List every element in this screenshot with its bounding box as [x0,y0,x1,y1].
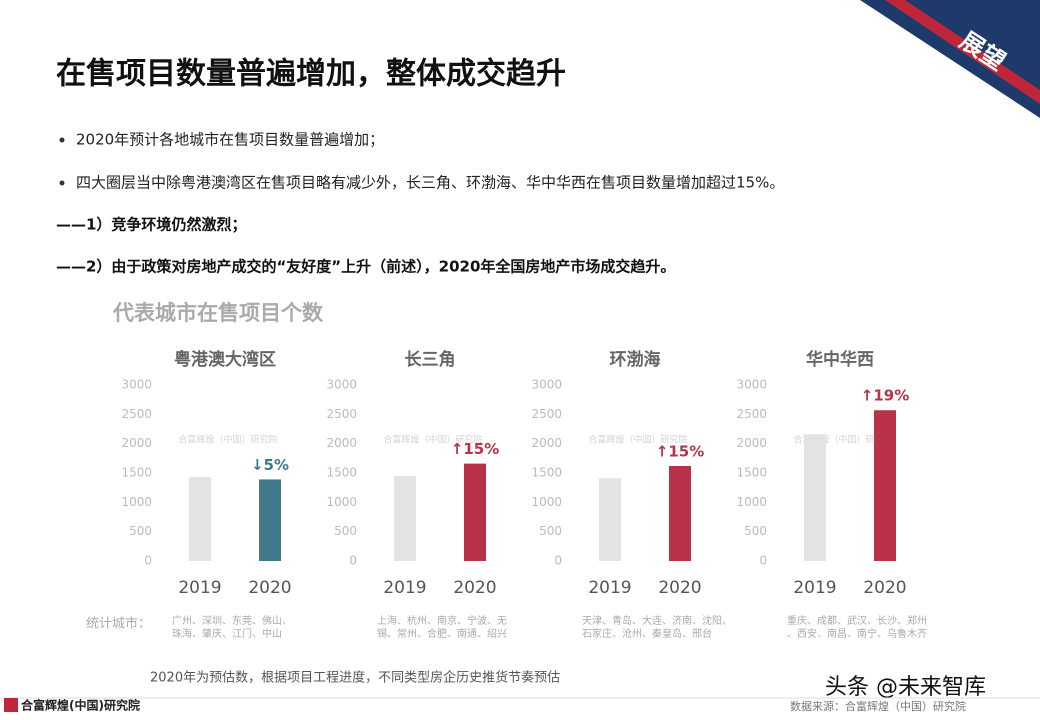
chart-title: 华中华西 [806,349,874,370]
annotation: ↓5% [251,456,289,474]
x-tick-label: 2020 [248,578,291,598]
y-tick-label: 0 [759,554,767,568]
chart-watermark: 合富辉煌（中国）研究院 [383,434,482,446]
chart-title: 环渤海 [610,349,661,370]
x-tick-label: 2019 [588,578,631,598]
cities: 锡、常州、合肥、南通、绍兴 [377,627,507,640]
chart-watermark: 合富辉煌（中国）研究院 [588,434,687,446]
annotation: ↑15% [656,442,704,460]
chart-title: 粤港澳大湾区 [174,349,276,370]
y-tick-label: 500 [539,524,562,538]
bar [259,479,281,561]
y-tick-label: 0 [349,554,357,568]
bar [599,478,621,561]
bullet: 四大圈层当中除粤港澳湾区在售项目略有减少外，长三角、环渤海、华中华西在售项目数量… [76,174,784,192]
bar [669,465,691,561]
point: ——2）由于政策对房地产成交的“友好度”上升（前述），2020年全国房地产市场成… [56,258,675,276]
y-tick-label: 1500 [531,466,562,480]
y-tick-label: 2500 [121,407,152,421]
section-title: 代表城市在售项目个数 [112,301,324,325]
bullet: 2020年预计各地城市在售项目数量普遍增加； [76,131,384,149]
logo-icon [4,698,18,712]
y-tick-label: 2000 [121,436,152,450]
y-tick-label: 3000 [531,378,562,392]
cities-label: 统计城市： [86,616,151,632]
x-tick-label: 2020 [658,578,701,598]
y-tick-label: 1500 [736,466,767,480]
y-tick-label: 3000 [121,378,152,392]
cities: 珠海、肇庆、江门、中山 [172,627,282,640]
y-tick-label: 1000 [121,495,152,509]
y-tick-label: 1000 [736,495,767,509]
footnote: 2020年为预估数，根据项目工程进度，不同类型房企历史推货节奏预估 [150,670,560,686]
y-tick-label: 2000 [736,436,767,450]
y-tick-label: 1500 [121,466,152,480]
y-tick-label: 500 [334,524,357,538]
y-tick-label: 2500 [736,407,767,421]
source: 数据来源：合富辉煌（中国）研究院 [790,699,966,713]
y-tick-label: 500 [129,524,152,538]
bar [394,475,416,561]
bar [804,434,826,561]
y-tick-label: 0 [554,554,562,568]
bar [874,410,896,561]
y-tick-label: 1500 [326,466,357,480]
y-tick-label: 1000 [531,495,562,509]
corner-band [860,0,1040,118]
bullet-dot [59,180,65,186]
annotation: ↑19% [861,387,909,405]
x-tick-label: 2020 [453,578,496,598]
bar [189,477,211,561]
logo: 合富辉煌(中国)研究院 [21,698,140,713]
y-tick-label: 3000 [326,378,357,392]
x-tick-label: 2019 [178,578,221,598]
bullet-dot [59,137,65,143]
watermark: 头条 @未来智库 [825,675,986,700]
cities: 石家庄、沧州、秦皇岛、邢台 [582,627,712,640]
point: ——1）竞争环境仍然激烈； [56,216,246,234]
x-tick-label: 2020 [863,578,906,598]
bar [464,463,486,561]
x-tick-label: 2019 [793,578,836,598]
y-tick-label: 500 [744,524,767,538]
x-tick-label: 2019 [383,578,426,598]
cities: 广州、深圳、东莞、佛山、 [172,614,292,627]
y-tick-label: 2500 [326,407,357,421]
corner-stripe [885,0,1040,104]
cities: 天津、青岛、大连、济南、沈阳、 [582,614,732,627]
cities: 上海、杭州、南京、宁波、无 [377,614,507,627]
y-tick-label: 2000 [531,436,562,450]
y-tick-label: 2500 [531,407,562,421]
chart-watermark: 合富辉煌（中国）研究院 [178,434,277,446]
cities: 重庆、成都、武汉、长沙、郑州 [787,614,927,627]
y-tick-label: 2000 [326,436,357,450]
y-tick-label: 1000 [326,495,357,509]
chart-title: 长三角 [405,349,456,370]
annotation: ↑15% [451,440,499,458]
y-tick-label: 0 [144,554,152,568]
y-tick-label: 3000 [736,378,767,392]
slide-title: 在售项目数量普遍增加，整体成交趋升 [56,57,566,92]
cities: 、西安、南昌、南宁、乌鲁木齐 [787,627,927,640]
